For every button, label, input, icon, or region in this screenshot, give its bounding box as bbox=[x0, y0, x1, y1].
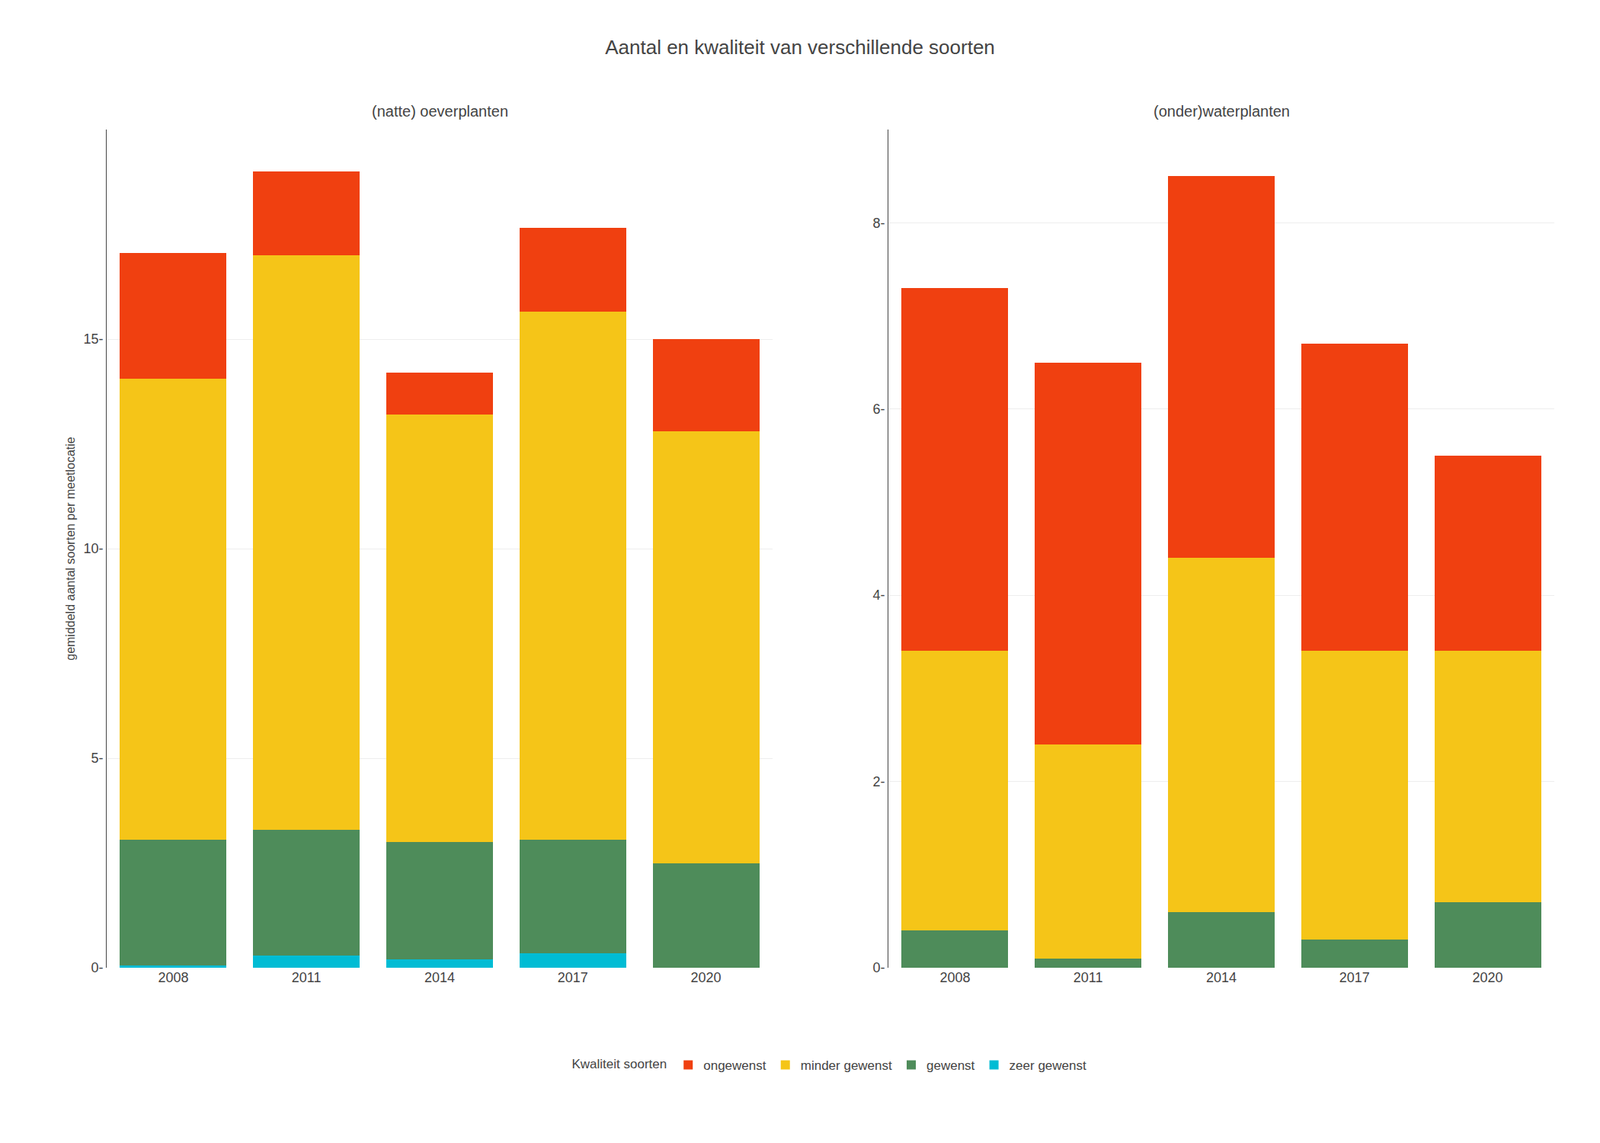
svg-text:10-: 10- bbox=[83, 540, 103, 557]
svg-text:0-: 0- bbox=[872, 960, 885, 976]
svg-text:gemiddeld aantal soorten per m: gemiddeld aantal soorten per meetlocatie bbox=[64, 436, 77, 661]
svg-text:2011: 2011 bbox=[291, 969, 322, 986]
svg-text:5-: 5- bbox=[90, 750, 103, 766]
svg-text:2014: 2014 bbox=[424, 969, 455, 986]
svg-text:15-: 15- bbox=[83, 331, 103, 347]
svg-text:ongewenst: ongewenst bbox=[703, 1058, 767, 1073]
svg-text:0-: 0- bbox=[90, 960, 103, 976]
svg-text:Aantal en kwaliteit van versch: Aantal en kwaliteit van verschillende so… bbox=[604, 35, 996, 59]
svg-text:2014: 2014 bbox=[1206, 969, 1237, 986]
svg-text:2011: 2011 bbox=[1073, 969, 1104, 986]
svg-text:8-: 8- bbox=[872, 215, 885, 231]
svg-text:2020: 2020 bbox=[691, 969, 722, 986]
svg-text:2-: 2- bbox=[872, 774, 885, 790]
svg-text:2008: 2008 bbox=[939, 969, 970, 986]
svg-text:2020: 2020 bbox=[1472, 969, 1504, 986]
svg-text:(natte) oeverplanten: (natte) oeverplanten bbox=[371, 102, 509, 120]
svg-text:zeer gewenst: zeer gewenst bbox=[1009, 1058, 1087, 1073]
svg-text:6-: 6- bbox=[872, 401, 885, 417]
svg-text:2008: 2008 bbox=[157, 969, 189, 986]
svg-text:minder gewenst: minder gewenst bbox=[800, 1058, 893, 1073]
svg-text:(onder)waterplanten: (onder)waterplanten bbox=[1153, 102, 1290, 120]
svg-text:gewenst: gewenst bbox=[926, 1058, 976, 1073]
svg-text:4-: 4- bbox=[872, 587, 885, 603]
svg-text:2017: 2017 bbox=[1339, 969, 1370, 986]
svg-text:Kwaliteit soorten: Kwaliteit soorten bbox=[572, 1056, 668, 1072]
svg-text:2017: 2017 bbox=[557, 969, 589, 986]
